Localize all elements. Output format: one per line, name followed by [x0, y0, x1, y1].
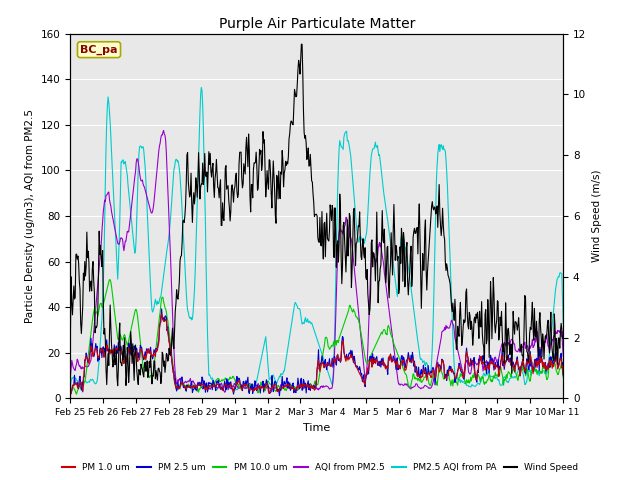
X-axis label: Time: Time — [303, 423, 330, 432]
Text: BC_pa: BC_pa — [80, 45, 118, 55]
Y-axis label: Particle Density (ug/m3), AQI from PM2.5: Particle Density (ug/m3), AQI from PM2.5 — [26, 109, 35, 323]
Y-axis label: Wind Speed (m/s): Wind Speed (m/s) — [592, 170, 602, 262]
Legend: PM 1.0 um, PM 2.5 um, PM 10.0 um, AQI from PM2.5, PM2.5 AQI from PA, Wind Speed: PM 1.0 um, PM 2.5 um, PM 10.0 um, AQI fr… — [58, 459, 582, 476]
Title: Purple Air Particulate Matter: Purple Air Particulate Matter — [219, 17, 415, 31]
